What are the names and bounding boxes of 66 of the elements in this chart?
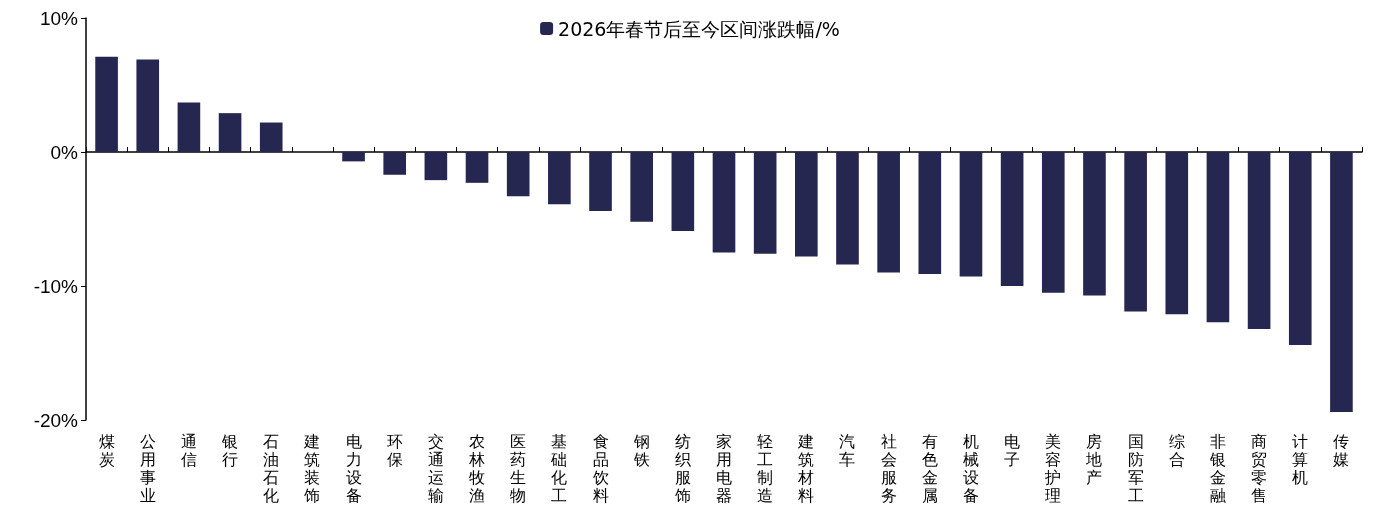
bar: [1247, 152, 1271, 329]
bar: [836, 152, 859, 265]
bar: [1124, 152, 1147, 312]
x-tick-label: 有色金属: [921, 431, 938, 505]
bar: [795, 152, 818, 257]
x-tick-label: 传媒: [1333, 431, 1350, 469]
x-tick-label: 机械设备: [962, 431, 979, 505]
bar: [424, 152, 448, 181]
bar: [1330, 152, 1353, 412]
bar: [918, 152, 942, 274]
x-tick-label: 家用电器: [716, 431, 732, 505]
bar: [383, 152, 407, 175]
bar: [218, 113, 242, 152]
bar: [136, 59, 160, 152]
x-tick-label: 石油石化: [263, 431, 280, 505]
bar: [1041, 152, 1065, 293]
x-tick-label: 社会服务: [880, 431, 897, 505]
x-tick-label: 纺织服饰: [673, 431, 691, 505]
x-tick-label: 电子: [1004, 431, 1021, 469]
bar: [589, 152, 612, 211]
x-tick-label: 交通运输: [427, 431, 444, 505]
x-tick-label: 国防军工: [1127, 431, 1144, 505]
x-tick-label: 医药生物: [510, 431, 527, 505]
y-tick-label: -10%: [33, 275, 79, 297]
x-tick-label: 商贸零售: [1251, 431, 1268, 505]
bar: [1288, 152, 1312, 345]
x-tick-label: 公用事业: [139, 431, 156, 505]
bar: [1000, 152, 1024, 286]
x-tick-label: 轻工制造: [757, 431, 774, 505]
x-tick-label: 非银金融: [1208, 431, 1226, 505]
y-tick-label: -20%: [33, 409, 79, 431]
bar: [877, 152, 900, 273]
bar: [671, 152, 695, 232]
x-tick-label: 计算机: [1292, 431, 1309, 487]
x-tick-label: 建筑装饰: [303, 431, 321, 505]
x-tick-label: 银行: [221, 431, 239, 469]
x-tick-label: 环保: [386, 431, 403, 469]
bar: [630, 152, 653, 222]
x-tick-label: 电力设备: [345, 431, 362, 505]
x-tick-label: 农林牧渔: [468, 431, 486, 505]
x-tick-label: 美容护理: [1044, 431, 1062, 505]
bar: [1165, 152, 1189, 315]
y-tick-label: 0%: [50, 141, 79, 163]
bar: [1206, 152, 1230, 323]
x-tick-label: 钢铁: [632, 431, 650, 469]
bar: [177, 102, 201, 152]
legend-label: 2026年春节后至今区间涨跌幅/%: [558, 17, 840, 40]
bar: [548, 152, 571, 205]
bar: [342, 152, 365, 162]
bar: [959, 152, 983, 277]
bar: [753, 152, 777, 254]
bar: [259, 122, 283, 152]
bar: [712, 152, 736, 253]
bar: [1083, 152, 1106, 296]
x-tick-label: 通信: [180, 431, 197, 469]
bar: [95, 56, 118, 152]
x-tick-label: 汽车: [839, 431, 856, 469]
bar: [506, 152, 530, 197]
bar: [465, 152, 489, 183]
x-tick-label: 基础化工: [550, 431, 568, 505]
x-tick-label: 房地产: [1085, 431, 1103, 487]
x-tick-label: 建筑材料: [797, 431, 815, 505]
y-tick-label: 10%: [39, 7, 79, 29]
x-tick-label: 综合: [1168, 431, 1185, 469]
x-tick-label: 煤炭: [98, 431, 115, 469]
x-tick-label: 食品饮料: [591, 431, 609, 505]
